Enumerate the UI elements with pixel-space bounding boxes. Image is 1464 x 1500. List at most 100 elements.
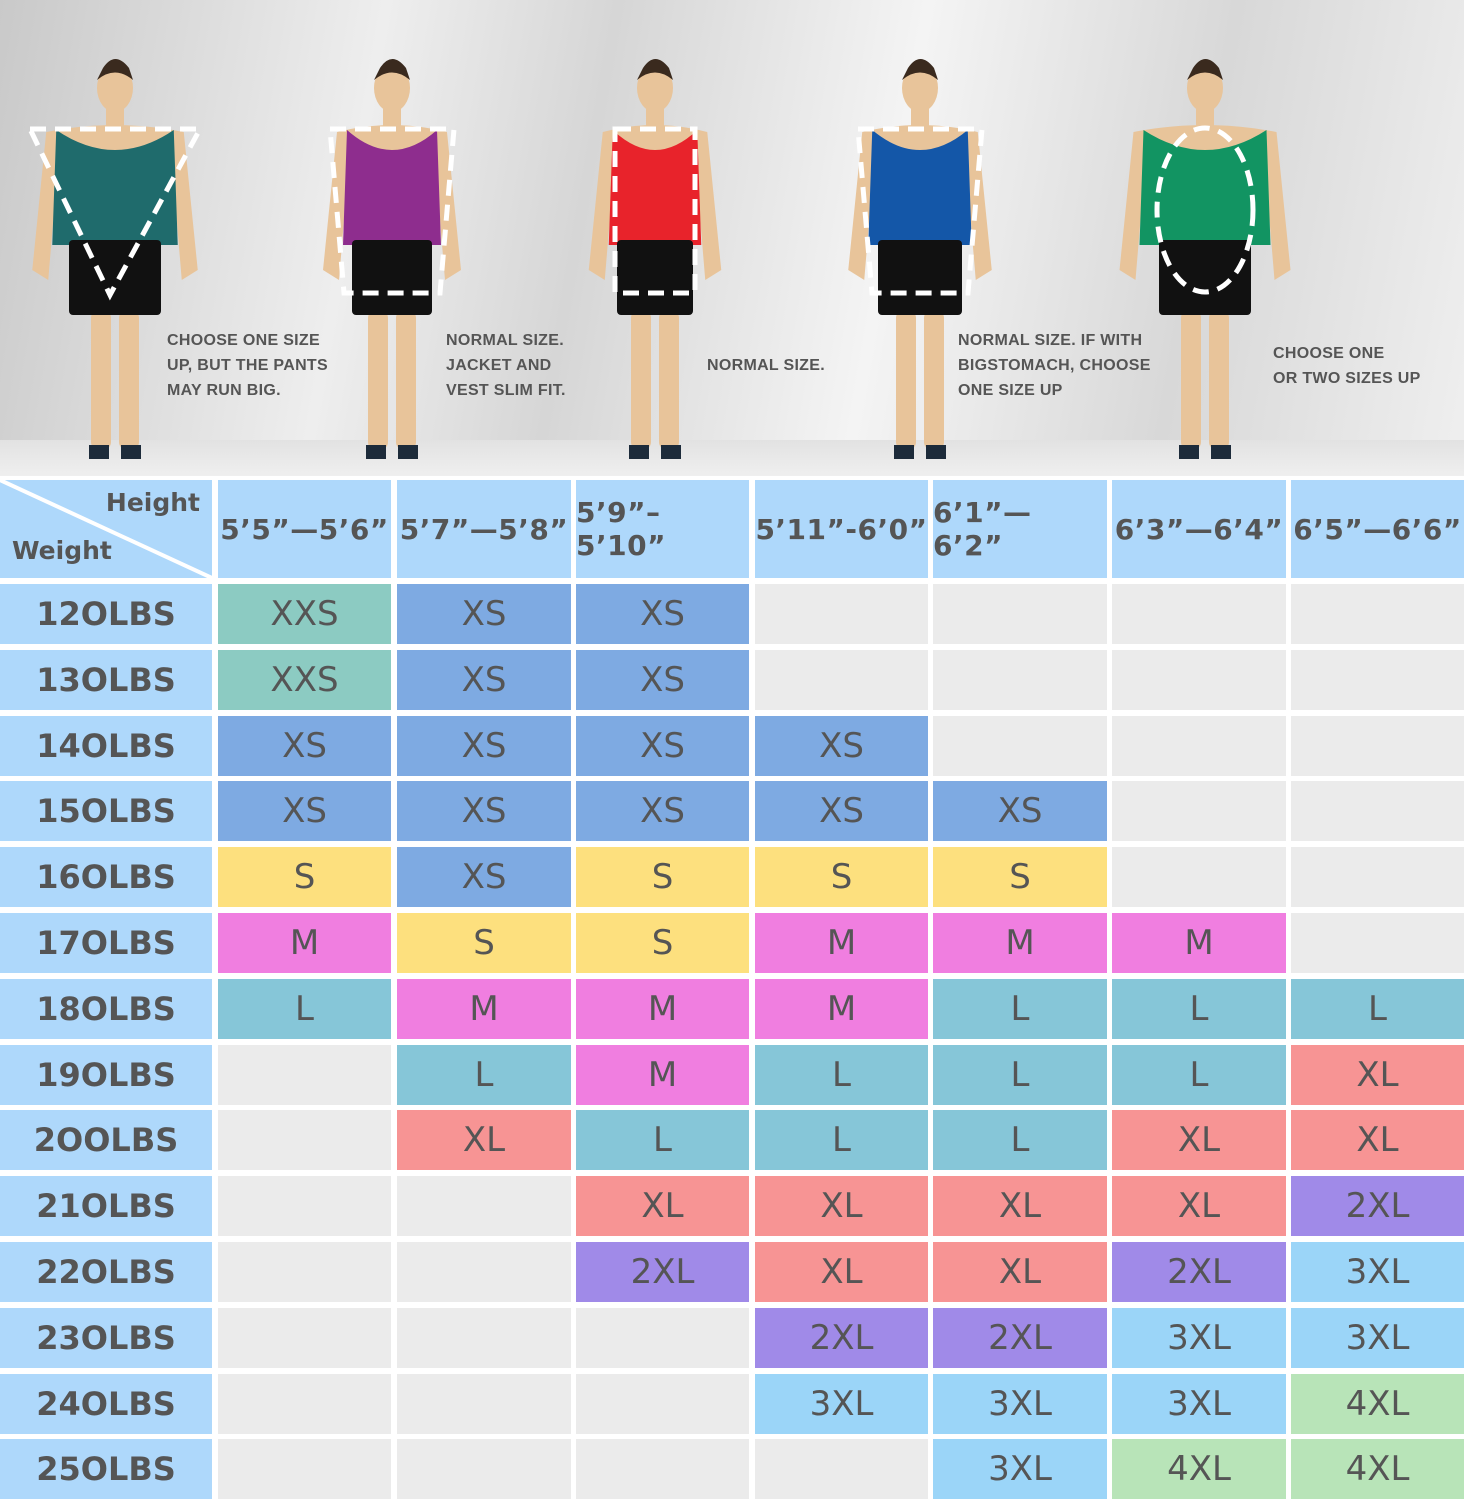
size-cell: S bbox=[576, 913, 749, 973]
size-cell: XL bbox=[755, 1176, 928, 1236]
weight-row-header: 16OLBS bbox=[0, 847, 212, 907]
figure-caption-4: NORMAL SIZE. IF WITH BIGSTOMACH, CHOOSE ON… bbox=[958, 328, 1151, 403]
size-cell: XS bbox=[755, 781, 928, 841]
size-cell: XL bbox=[933, 1176, 1107, 1236]
weight-row-header: 13OLBS bbox=[0, 650, 212, 710]
size-cell: XS bbox=[397, 847, 571, 907]
empty-cell bbox=[218, 1045, 391, 1105]
size-cell: S bbox=[576, 847, 749, 907]
caption-line: MAY RUN BIG. bbox=[167, 382, 281, 399]
size-cell: XL bbox=[1112, 1110, 1286, 1170]
empty-cell bbox=[1112, 847, 1286, 907]
size-cell: XS bbox=[933, 781, 1107, 841]
size-cell: 2XL bbox=[933, 1308, 1107, 1368]
weight-row-header: 23OLBS bbox=[0, 1308, 212, 1368]
size-cell: L bbox=[755, 1110, 928, 1170]
weight-row-header: 12OLBS bbox=[0, 584, 212, 644]
weight-row-header: 21OLBS bbox=[0, 1176, 212, 1236]
table-corner-header: Height Weight bbox=[0, 480, 212, 578]
height-column-header: 6’3”—6’4” bbox=[1112, 480, 1286, 578]
size-cell: 3XL bbox=[1291, 1308, 1464, 1368]
size-cell: L bbox=[1291, 979, 1464, 1039]
body-shape-outline bbox=[612, 126, 698, 296]
size-cell: M bbox=[755, 913, 928, 973]
size-cell: L bbox=[1112, 1045, 1286, 1105]
body-shape-outline bbox=[855, 126, 985, 296]
empty-cell bbox=[933, 716, 1107, 776]
caption-line: UP, BUT THE PANTS bbox=[167, 357, 328, 374]
size-cell: 3XL bbox=[1291, 1242, 1464, 1302]
body-figure-1 bbox=[15, 40, 215, 465]
body-shape-outline bbox=[26, 126, 205, 301]
size-cell: L bbox=[933, 1110, 1107, 1170]
size-cell: XL bbox=[933, 1242, 1107, 1302]
caption-line: VEST SLIM FIT. bbox=[446, 382, 566, 399]
empty-cell bbox=[1291, 716, 1464, 776]
diagonal-divider bbox=[0, 480, 212, 578]
size-cell: 2XL bbox=[576, 1242, 749, 1302]
empty-cell bbox=[1291, 781, 1464, 841]
empty-cell bbox=[218, 1110, 391, 1170]
empty-cell bbox=[218, 1176, 391, 1236]
figure-caption-1: CHOOSE ONE SIZE UP, BUT THE PANTS MAY RUN … bbox=[167, 328, 328, 403]
size-cell: S bbox=[755, 847, 928, 907]
empty-cell bbox=[397, 1308, 571, 1368]
caption-line: ONE SIZE UP bbox=[958, 382, 1063, 399]
size-cell: 2XL bbox=[1112, 1242, 1286, 1302]
size-cell: 3XL bbox=[755, 1374, 928, 1434]
size-cell: S bbox=[933, 847, 1107, 907]
size-cell: M bbox=[576, 1045, 749, 1105]
empty-cell bbox=[576, 1439, 749, 1499]
size-cell: L bbox=[397, 1045, 571, 1105]
empty-cell bbox=[218, 1439, 391, 1499]
weight-row-header: 18OLBS bbox=[0, 979, 212, 1039]
weight-axis-label: Weight bbox=[12, 536, 112, 565]
empty-cell bbox=[218, 1308, 391, 1368]
caption-line: NORMAL SIZE. bbox=[446, 332, 564, 349]
empty-cell bbox=[933, 584, 1107, 644]
size-cell: XL bbox=[755, 1242, 928, 1302]
empty-cell bbox=[1291, 847, 1464, 907]
size-cell: 3XL bbox=[933, 1374, 1107, 1434]
empty-cell bbox=[1291, 650, 1464, 710]
size-cell: 2XL bbox=[1291, 1176, 1464, 1236]
size-cell: 4XL bbox=[1291, 1374, 1464, 1434]
size-cell: 3XL bbox=[1112, 1374, 1286, 1434]
body-shape-outline bbox=[327, 126, 457, 296]
weight-row-header: 17OLBS bbox=[0, 913, 212, 973]
size-cell: 4XL bbox=[1291, 1439, 1464, 1499]
size-cell: XS bbox=[397, 650, 571, 710]
size-cell: XS bbox=[218, 781, 391, 841]
size-cell: XS bbox=[397, 584, 571, 644]
weight-row-header: 24OLBS bbox=[0, 1374, 212, 1434]
weight-row-header: 22OLBS bbox=[0, 1242, 212, 1302]
empty-cell bbox=[1112, 781, 1286, 841]
empty-cell bbox=[576, 1374, 749, 1434]
size-cell: L bbox=[933, 1045, 1107, 1105]
empty-cell bbox=[1291, 584, 1464, 644]
body-figure-2 bbox=[292, 40, 492, 465]
body-figure-5 bbox=[1105, 40, 1305, 465]
size-cell: L bbox=[218, 979, 391, 1039]
empty-cell bbox=[933, 650, 1107, 710]
empty-cell bbox=[1112, 650, 1286, 710]
size-cell: M bbox=[1112, 913, 1286, 973]
caption-line: NORMAL SIZE. IF WITH bbox=[958, 332, 1143, 349]
height-column-header: 5’9”–5’10” bbox=[576, 480, 749, 578]
size-cell: XL bbox=[576, 1176, 749, 1236]
caption-line: OR TWO SIZES UP bbox=[1273, 370, 1421, 387]
empty-cell bbox=[397, 1242, 571, 1302]
size-cell: XXS bbox=[218, 584, 391, 644]
size-cell: 2XL bbox=[755, 1308, 928, 1368]
weight-row-header: 25OLBS bbox=[0, 1439, 212, 1499]
empty-cell bbox=[397, 1374, 571, 1434]
weight-row-header: 15OLBS bbox=[0, 781, 212, 841]
size-cell: XS bbox=[397, 716, 571, 776]
size-cell: 3XL bbox=[933, 1439, 1107, 1499]
body-figure-4 bbox=[820, 40, 1020, 465]
empty-cell bbox=[1291, 913, 1464, 973]
body-figure-3 bbox=[555, 40, 755, 465]
size-cell: XS bbox=[755, 716, 928, 776]
figure-caption-5: CHOOSE ONE OR TWO SIZES UP bbox=[1273, 341, 1421, 391]
size-cell: XL bbox=[1291, 1045, 1464, 1105]
